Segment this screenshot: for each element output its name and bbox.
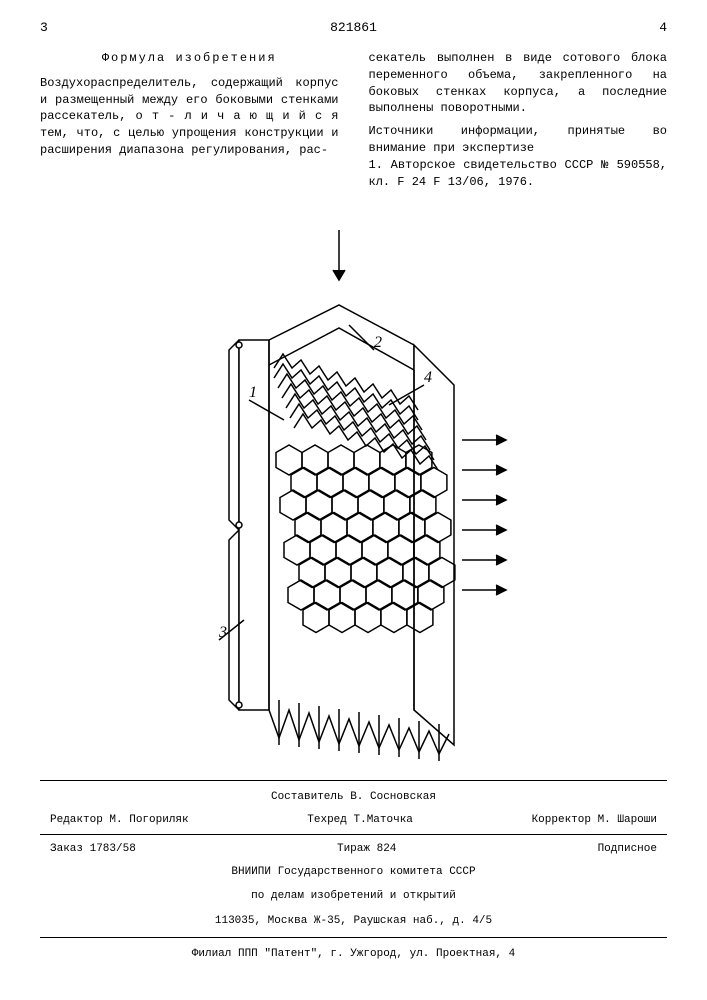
page-num-right: 4	[659, 20, 667, 35]
editor: Редактор М. Погориляк	[50, 812, 189, 829]
left-column: Формула изобретения Воздухораспределител…	[40, 50, 339, 190]
branch: Филиал ППП "Патент", г. Ужгород, ул. Про…	[40, 942, 667, 967]
figure: 1 2 3 4	[40, 210, 667, 770]
subscription: Подписное	[598, 841, 657, 858]
formula-title: Формула изобретения	[40, 50, 339, 67]
corrector: Корректор М. Шароши	[532, 812, 657, 829]
text-columns: Формула изобретения Воздухораспределител…	[40, 50, 667, 190]
left-body: Воздухораспределитель, содержащий корпус…	[40, 75, 339, 159]
right-body1: секатель выполнен в виде сотового блока …	[369, 50, 668, 117]
tirage: Тираж 824	[337, 841, 396, 858]
sources-title: Источники информации, принятые во вниман…	[369, 123, 668, 157]
right-column: секатель выполнен в виде сотового блока …	[369, 50, 668, 190]
techred: Техред Т.Маточка	[307, 812, 413, 829]
org1: ВНИИПИ Государственного комитета СССР	[40, 860, 667, 885]
svg-text:3: 3	[218, 624, 227, 641]
org2: по делам изобретений и открытий	[40, 884, 667, 909]
compiler: Составитель В. Сосновская	[40, 785, 667, 810]
svg-text:4: 4	[424, 369, 432, 386]
sources-body: 1. Авторское свидетельство СССР № 590558…	[369, 157, 668, 191]
doc-number: 821861	[330, 20, 377, 35]
order: Заказ 1783/58	[50, 841, 136, 858]
address: 113035, Москва Ж-35, Раушская наб., д. 4…	[40, 909, 667, 934]
svg-text:2: 2	[374, 334, 382, 351]
svg-text:1: 1	[249, 384, 257, 401]
colophon: Составитель В. Сосновская Редактор М. По…	[40, 780, 667, 967]
page-num-left: 3	[40, 20, 48, 35]
